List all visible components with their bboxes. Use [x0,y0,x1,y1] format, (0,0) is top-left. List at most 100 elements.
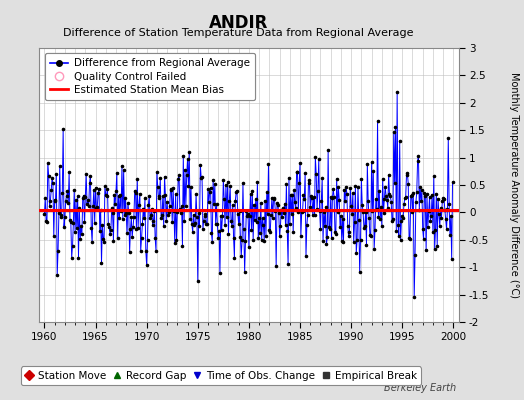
Point [369,168,377,174]
Point [339,239,347,245]
Point [77,223,85,229]
Point [418,187,426,193]
Point [64,200,72,206]
Point [278,214,286,220]
Point [193,278,202,284]
Point [95,228,104,234]
Point [271,208,279,214]
Point [200,212,209,219]
Point [413,158,422,164]
Point [374,118,382,124]
Point [196,162,204,168]
Point [241,237,249,244]
Point [412,189,421,196]
Point [125,210,133,216]
Point [172,237,181,243]
Point [205,199,213,205]
Point [348,210,356,217]
Point [226,183,234,189]
Point [61,198,70,204]
Point [59,126,68,132]
Point [447,256,456,262]
Point [370,246,378,252]
Point [436,205,445,211]
Point [231,198,239,205]
Point [224,231,233,237]
Point [143,262,151,268]
Point [219,176,227,183]
Point [288,192,297,198]
Point [52,171,61,178]
Point [163,199,171,205]
Point [295,180,303,186]
Point [247,227,256,233]
Point [298,209,306,215]
Point [329,186,337,192]
Point [336,224,344,230]
Point [76,236,84,242]
Point [387,199,396,205]
Point [215,228,223,234]
Point [118,163,126,169]
Point [50,196,59,203]
Point [362,242,370,248]
Text: Berkeley Earth: Berkeley Earth [384,383,456,393]
Point [47,186,56,193]
Point [423,224,432,230]
Point [140,215,148,222]
Legend: Difference from Regional Average, Quality Control Failed, Estimated Station Mean: Difference from Regional Average, Qualit… [45,53,255,100]
Point [366,232,374,238]
Point [378,222,386,229]
Point [91,185,100,191]
Point [440,196,448,202]
Point [294,209,302,215]
Point [421,193,430,199]
Point [171,240,179,246]
Point [85,180,94,186]
Point [390,180,399,186]
Point [108,209,117,216]
Point [42,218,50,224]
Point [87,224,95,231]
Point [161,192,170,198]
Point [141,195,149,202]
Point [308,195,316,202]
Point [393,89,401,95]
Point [113,170,121,176]
Point [211,181,219,188]
Point [320,209,328,216]
Point [135,202,143,208]
Point [201,210,210,217]
Point [105,224,113,230]
Point [289,228,298,235]
Point [302,253,310,259]
Point [270,196,279,202]
Point [313,206,321,212]
Point [101,183,109,190]
Point [292,169,301,175]
Point [332,176,341,182]
Point [376,216,384,222]
Point [150,208,159,214]
Point [414,153,423,159]
Point [337,238,346,244]
Point [165,209,173,215]
Point [177,210,185,216]
Point [99,236,107,242]
Point [204,185,212,192]
Point [71,229,79,236]
Point [322,241,331,248]
Point [176,206,184,212]
Point [316,226,325,232]
Point [41,195,49,202]
Point [360,224,368,231]
Point [365,215,373,222]
Point [179,152,188,159]
Point [355,216,363,223]
Point [167,187,176,194]
Point [166,202,174,209]
Point [191,220,200,227]
Point [372,196,380,202]
Point [285,174,293,181]
Point [73,192,82,199]
